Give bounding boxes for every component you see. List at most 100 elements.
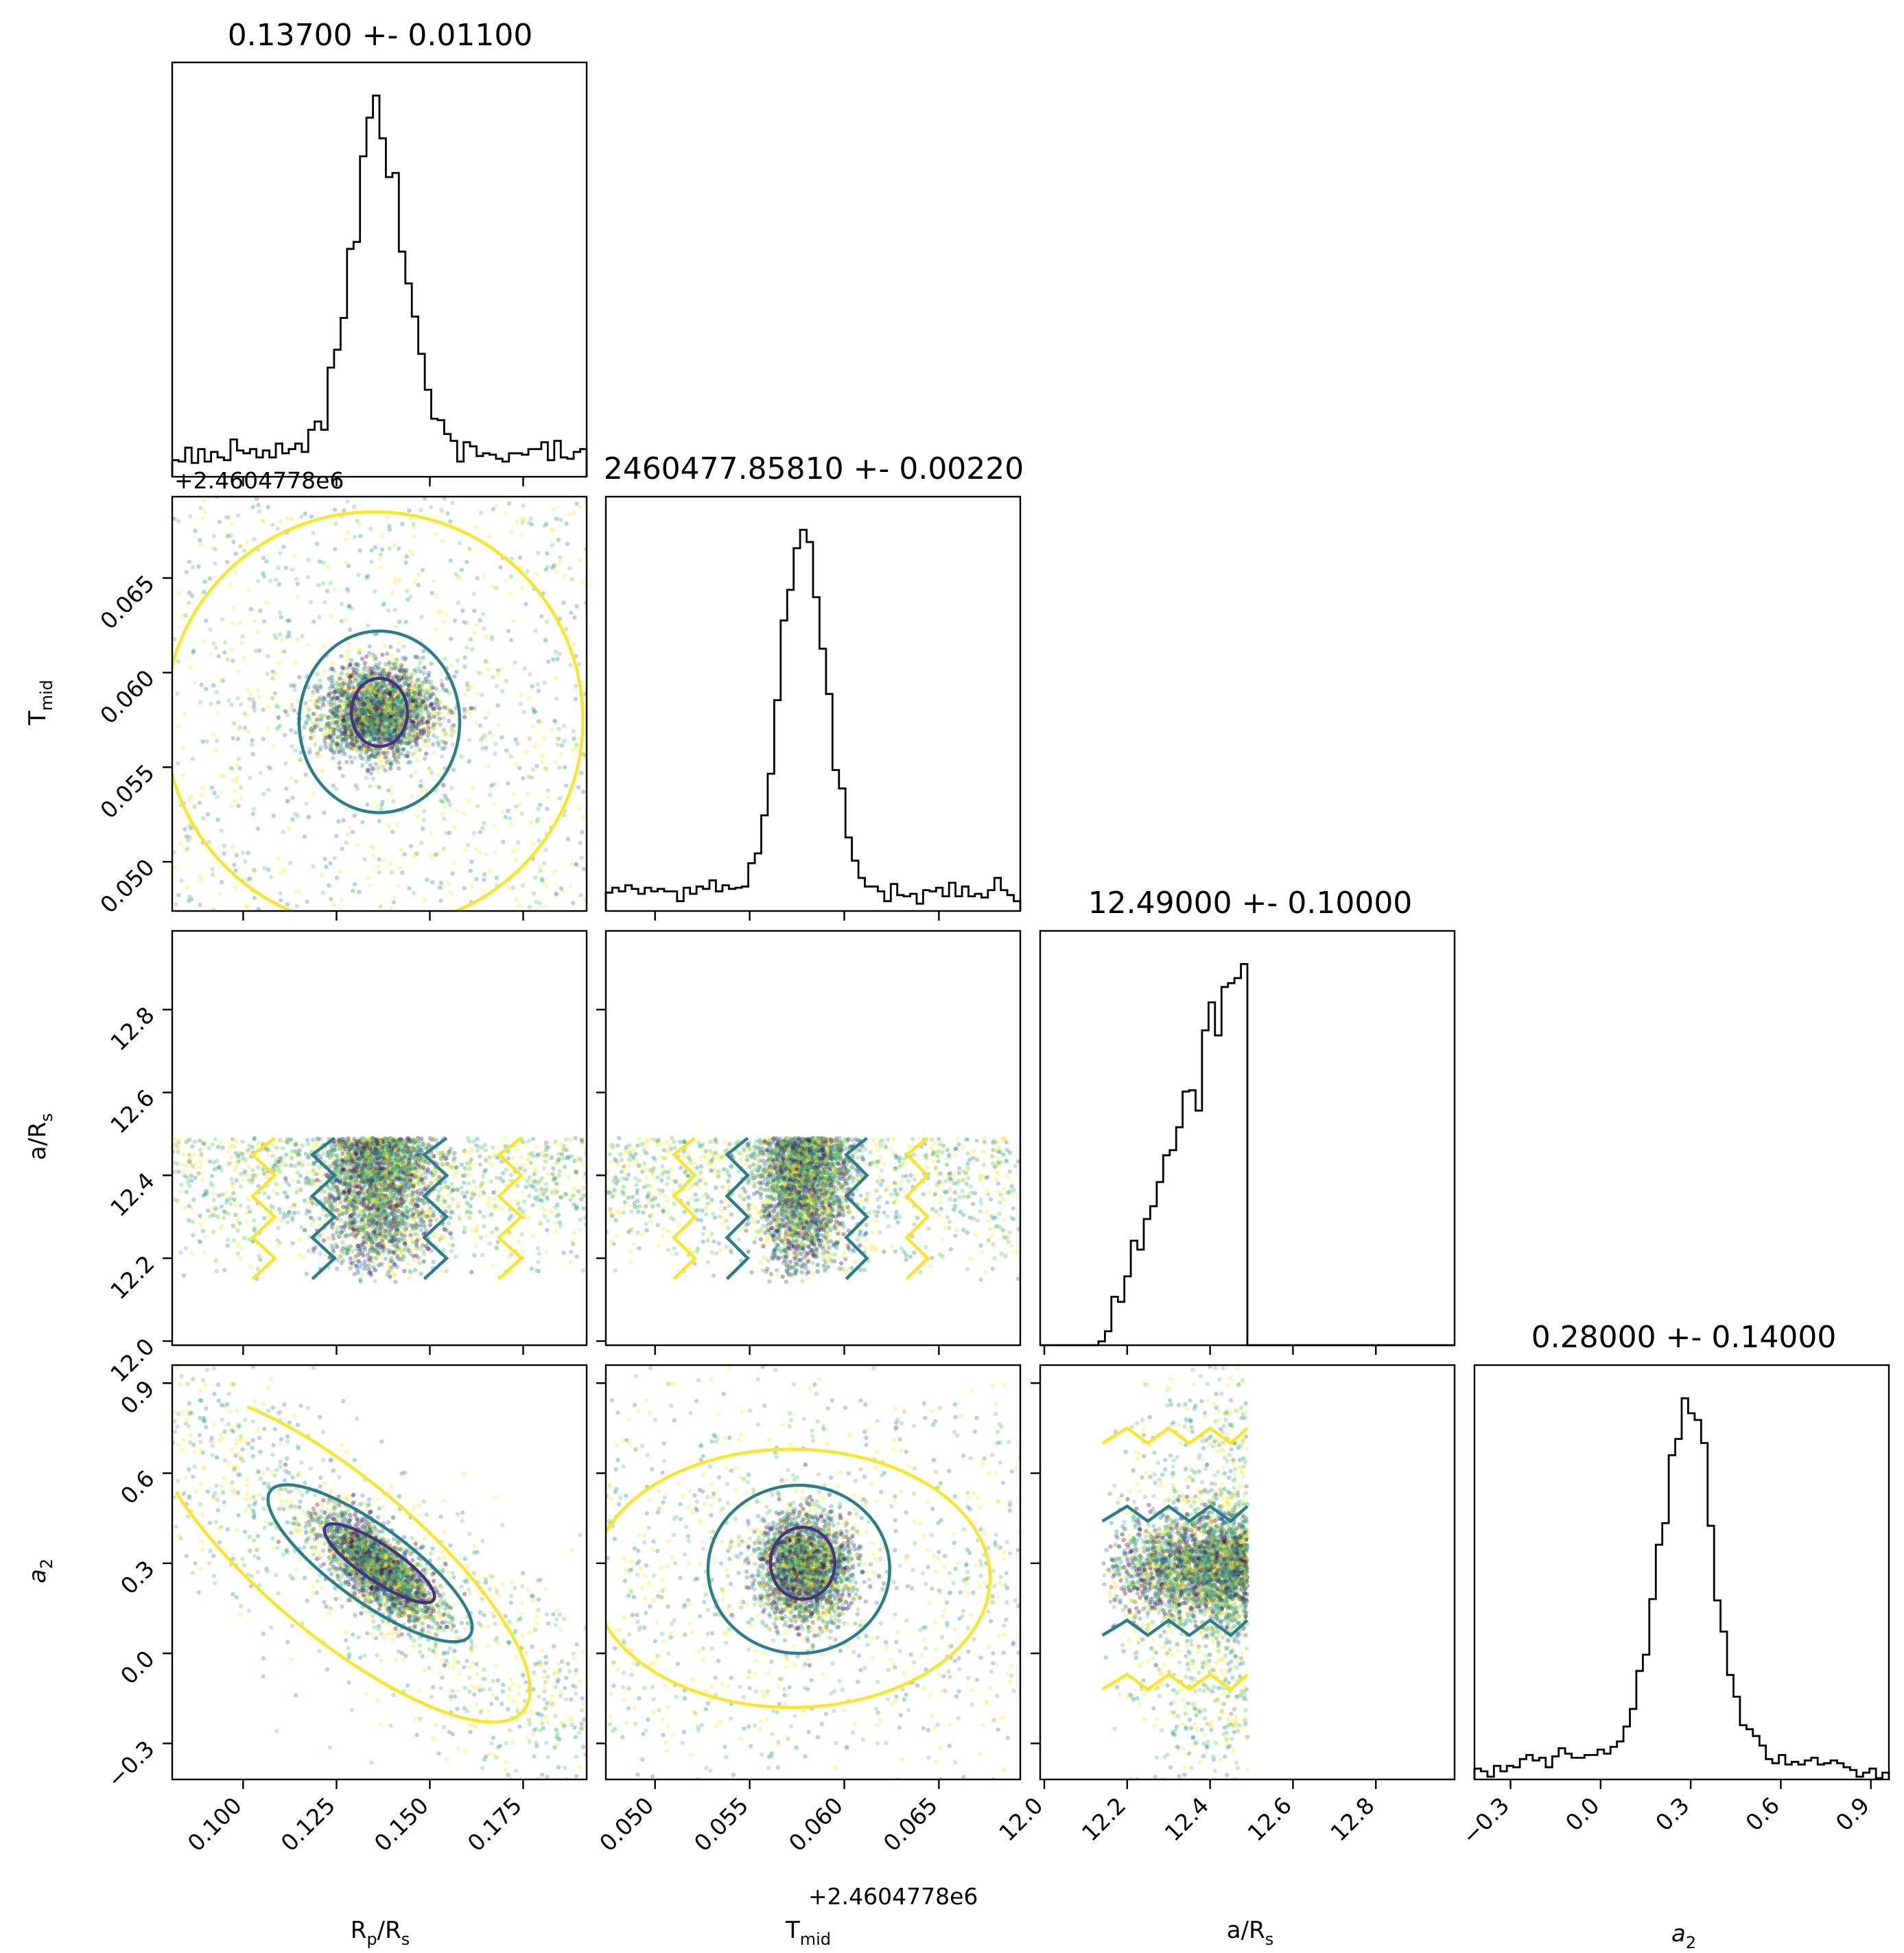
scatter-point bbox=[322, 726, 327, 731]
scatter-point bbox=[384, 514, 390, 520]
scatter-point bbox=[315, 687, 320, 691]
scatter-point bbox=[415, 682, 420, 687]
scatter-point bbox=[409, 693, 414, 698]
scatter-point bbox=[517, 766, 522, 770]
scatter-point bbox=[368, 696, 374, 701]
scatter-point bbox=[557, 796, 563, 801]
scatter-point bbox=[405, 741, 410, 746]
scatter-point bbox=[379, 683, 384, 689]
scatter-point bbox=[541, 1165, 547, 1171]
scatter-point bbox=[381, 718, 386, 722]
scatter-point bbox=[390, 717, 395, 722]
scatter-point bbox=[395, 749, 400, 755]
scatter-point bbox=[219, 1204, 224, 1209]
scatter-point bbox=[242, 548, 247, 553]
scatter-point bbox=[368, 716, 373, 721]
scatter-point bbox=[375, 750, 379, 756]
scatter-point bbox=[397, 641, 401, 646]
scatter-point bbox=[270, 674, 275, 679]
scatter-point bbox=[403, 741, 408, 746]
scatter-point bbox=[425, 718, 430, 724]
scatter-point bbox=[226, 515, 231, 520]
scatter-point bbox=[359, 713, 364, 718]
scatter-point bbox=[399, 676, 404, 680]
scatter-point bbox=[370, 748, 375, 753]
scatter-point bbox=[455, 808, 460, 814]
scatter-point bbox=[364, 691, 368, 696]
scatter-point bbox=[289, 683, 294, 688]
scatter-point bbox=[410, 687, 415, 692]
scatter-point bbox=[297, 1237, 302, 1242]
scatter-point bbox=[427, 688, 433, 694]
scatter-point bbox=[351, 742, 357, 747]
scatter-point bbox=[198, 700, 203, 705]
scatter-point bbox=[365, 729, 371, 734]
scatter-point bbox=[344, 722, 349, 728]
scatter-point bbox=[339, 898, 344, 903]
scatter-point bbox=[409, 704, 414, 709]
scatter-point bbox=[572, 642, 576, 647]
scatter-point bbox=[378, 734, 383, 739]
scatter-point bbox=[435, 740, 440, 745]
scatter-point bbox=[578, 1217, 583, 1222]
scatter-point bbox=[361, 718, 366, 723]
scatter-point bbox=[530, 724, 535, 729]
scatter-point bbox=[431, 722, 436, 727]
scatter-point bbox=[381, 712, 386, 717]
scatter-point bbox=[198, 902, 202, 908]
scatter-point bbox=[189, 1144, 195, 1149]
scatter-point bbox=[220, 677, 224, 682]
scatter-point bbox=[420, 720, 425, 725]
scatter-point bbox=[387, 703, 392, 708]
scatter-point bbox=[391, 722, 396, 727]
scatter-point bbox=[482, 733, 487, 737]
scatter-point bbox=[550, 543, 554, 547]
scatter-point bbox=[344, 537, 349, 542]
scatter-point bbox=[385, 687, 390, 691]
scatter-point bbox=[327, 733, 332, 738]
scatter-point bbox=[360, 699, 365, 704]
scatter-point bbox=[368, 731, 373, 736]
scatter-point bbox=[503, 511, 508, 516]
scatter-point bbox=[545, 1228, 550, 1233]
scatter-point bbox=[334, 747, 339, 752]
scatter-point bbox=[514, 897, 519, 902]
scatter-point bbox=[367, 719, 372, 724]
scatter-point bbox=[449, 637, 454, 641]
scatter-point bbox=[366, 721, 371, 726]
scatter-point bbox=[401, 747, 406, 752]
scatter-point bbox=[426, 737, 432, 742]
scatter-point bbox=[387, 523, 392, 528]
scatter-point bbox=[373, 705, 378, 710]
scatter-point bbox=[538, 720, 543, 724]
scatter-point bbox=[344, 742, 350, 746]
scatter-point bbox=[338, 671, 344, 676]
scatter-point bbox=[395, 718, 400, 722]
scatter-point bbox=[311, 531, 316, 536]
scatter-point bbox=[329, 715, 333, 720]
scatter-point bbox=[277, 661, 281, 665]
scatter-point bbox=[365, 769, 371, 774]
scatter-point bbox=[370, 672, 375, 678]
scatter-point bbox=[440, 510, 445, 515]
scatter-point bbox=[344, 657, 350, 663]
scatter-point bbox=[357, 711, 362, 715]
scatter-point bbox=[472, 608, 477, 613]
scatter-point bbox=[389, 870, 394, 875]
scatter-point bbox=[375, 720, 380, 726]
scatter-point bbox=[414, 731, 419, 736]
scatter-point bbox=[467, 798, 471, 803]
scatter-point bbox=[402, 1268, 407, 1274]
scatter-point bbox=[313, 702, 318, 707]
scatter-point bbox=[401, 644, 406, 649]
scatter-point bbox=[373, 718, 377, 724]
scatter-point bbox=[391, 707, 396, 712]
scatter-point bbox=[456, 600, 460, 605]
scatter-point bbox=[311, 864, 316, 869]
scatter-point bbox=[364, 710, 369, 715]
scatter-point bbox=[421, 731, 426, 736]
scatter-point bbox=[390, 708, 395, 713]
scatter-point bbox=[322, 713, 327, 718]
scatter-point bbox=[341, 746, 346, 750]
scatter-point bbox=[364, 575, 369, 580]
